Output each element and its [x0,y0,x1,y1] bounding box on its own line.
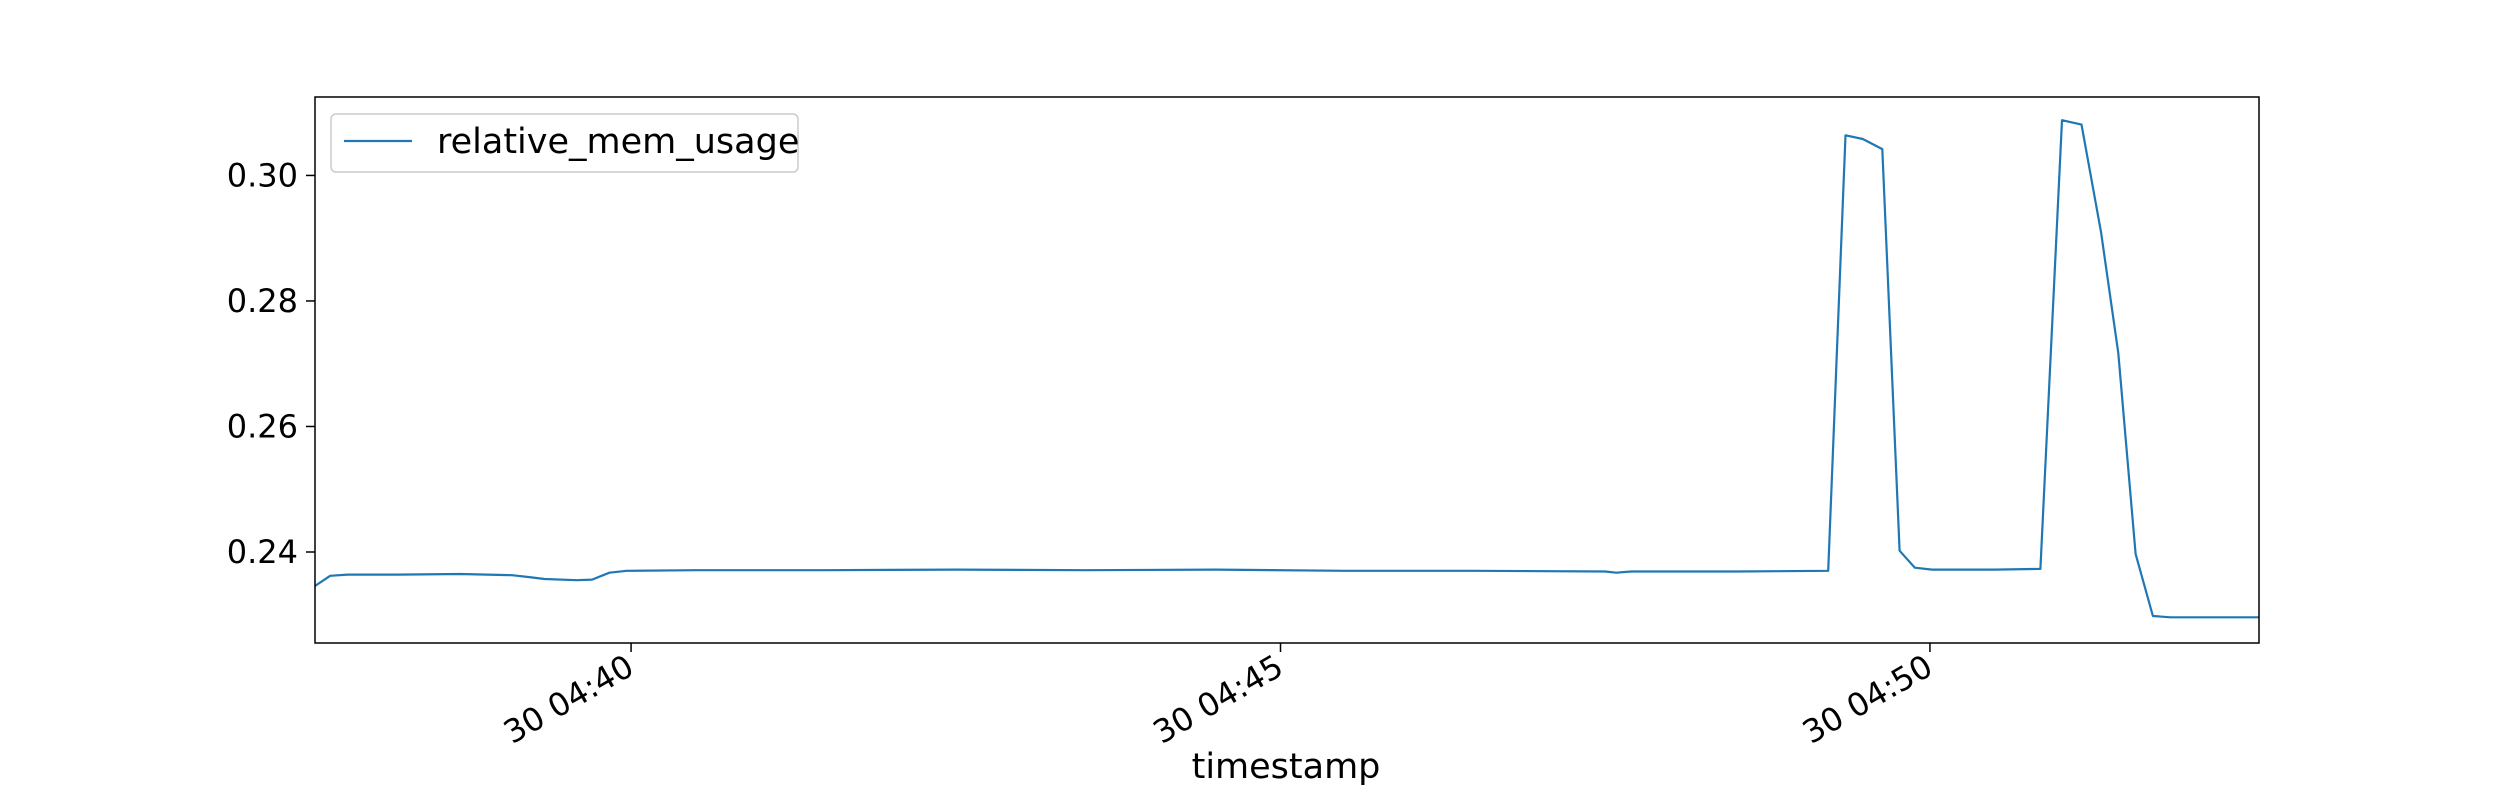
axis-ticks [306,174,1931,652]
legend: relative_mem_usage [330,113,799,173]
axis-tick-labels: 0.24 0.26 0.28 0.30 30 04:40 30 04:45 30 04:50 [227,156,1939,751]
plot-frame [314,96,2260,644]
y-tick-label: 0.26 [227,407,298,445]
y-tick-label: 0.28 [227,282,298,320]
x-tick-label: 30 04:50 [1796,647,1939,751]
x-tick-label: 30 04:45 [1147,647,1290,751]
legend-box [330,113,799,173]
y-tick-label: 0.24 [227,533,298,571]
series-line-relative-mem-usage [315,119,2259,619]
x-tick-label: 30 04:40 [497,647,640,751]
x-axis-title: timestamp [1192,747,1381,787]
legend-label: relative_mem_usage [437,122,799,162]
y-tick-label: 0.30 [227,156,298,194]
